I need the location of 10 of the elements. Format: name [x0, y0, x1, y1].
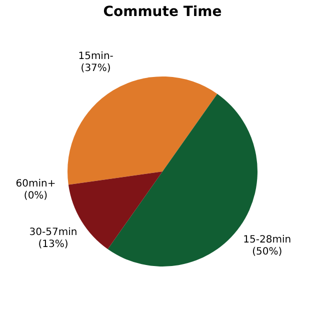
text: (0%)	[24, 190, 48, 202]
slice-label: 15min-	[78, 51, 114, 62]
category-label: 60min+	[16, 178, 56, 190]
data-label: (37%)	[80, 63, 111, 74]
slice-label: 30-57min	[29, 227, 78, 238]
chart-title: Commute Time	[103, 4, 222, 20]
data-label: (13%)	[38, 239, 68, 250]
slice-label: 15-28min	[243, 234, 292, 246]
data-label: (50%)	[252, 246, 282, 258]
pie-slice	[68, 76, 218, 185]
